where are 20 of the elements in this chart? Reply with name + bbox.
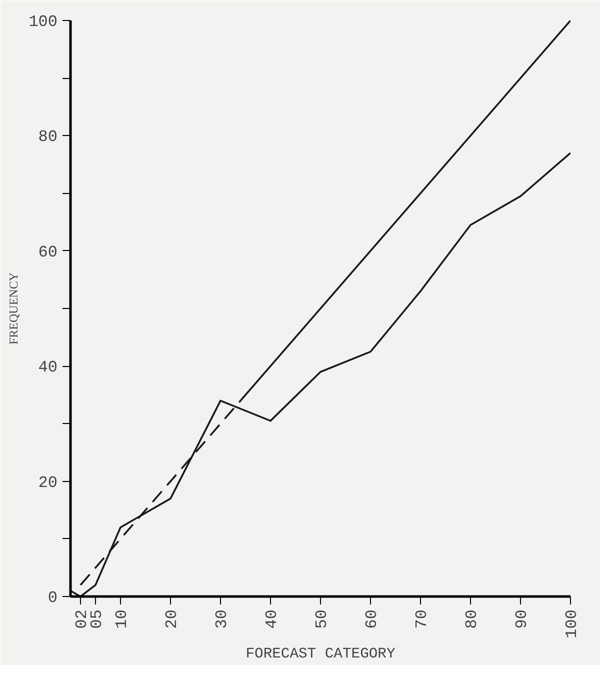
x-tick-label: 02 (73, 610, 91, 629)
y-tick-label: 40 (38, 358, 58, 377)
y-tick-label: 100 (28, 13, 58, 31)
x-tick-label: 80 (463, 610, 481, 629)
y-tick-label: 20 (38, 474, 58, 492)
x-tick-label: 100 (563, 609, 581, 638)
x-tick-label: 90 (513, 610, 531, 629)
y-tick-label: 80 (38, 128, 58, 146)
x-tick-label: 30 (213, 610, 231, 629)
y-axis-title: FREQUENCY (6, 272, 21, 345)
x-tick-label: 60 (363, 610, 381, 629)
x-tick-label: 50 (313, 610, 331, 629)
x-tick-label: 10 (113, 610, 131, 629)
y-tick-label: 60 (38, 243, 58, 262)
x-tick-label: 20 (163, 610, 181, 629)
y-tick-label: 0 (48, 589, 58, 607)
x-tick-label: 05 (88, 610, 106, 629)
x-axis-title: FORECAST CATEGORY (246, 646, 396, 662)
x-tick-label: 70 (413, 610, 431, 629)
x-tick-label: 40 (263, 610, 281, 629)
